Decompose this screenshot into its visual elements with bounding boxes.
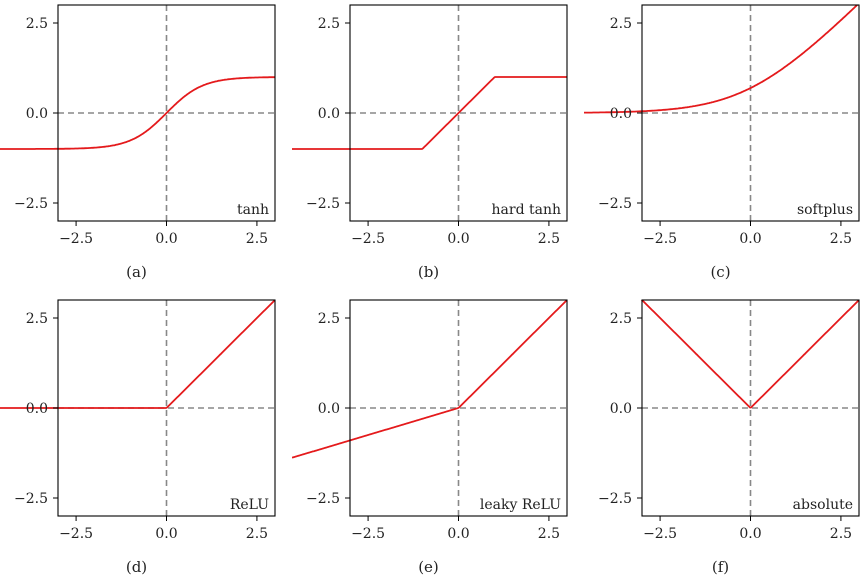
panel-caption: (c) <box>710 263 730 281</box>
function-label: leaky ReLU <box>480 497 561 513</box>
y-tick-label: −2.5 <box>598 196 632 212</box>
y-tick-label: 2.5 <box>318 311 340 327</box>
x-tick-label: 0.0 <box>447 231 469 247</box>
x-tick-label: −2.5 <box>643 526 677 542</box>
series-line <box>640 300 859 409</box>
series-line <box>584 5 859 114</box>
panel-caption: (a) <box>126 263 147 281</box>
y-tick-label: −2.5 <box>598 491 632 507</box>
panel-caption: (e) <box>418 558 439 576</box>
series-line <box>292 300 567 459</box>
y-tick-label: 0.0 <box>318 401 340 417</box>
panel-hardtanh: −2.5 0.0 2.5 2.5 0.0 −2.5 hard tanh (b) <box>292 4 568 281</box>
x-tick-label: 2.5 <box>246 526 268 542</box>
y-tick-label: 2.5 <box>26 311 48 327</box>
y-tick-label: −2.5 <box>14 491 48 507</box>
panel-tanh: −2.5 0.0 2.5 2.5 0.0 −2.5 tanh (a) <box>0 4 276 281</box>
y-tick-label: 0.0 <box>26 106 48 122</box>
series-line <box>292 76 567 150</box>
x-tick-label: 0.0 <box>155 526 177 542</box>
function-label: tanh <box>237 202 269 218</box>
x-tick-label: 2.5 <box>538 231 560 247</box>
y-tick-label: 2.5 <box>610 311 632 327</box>
x-tick-label: 2.5 <box>246 231 268 247</box>
x-tick-label: −2.5 <box>59 526 93 542</box>
x-tick-label: −2.5 <box>59 231 93 247</box>
function-label: softplus <box>797 202 853 218</box>
series-line <box>0 76 275 150</box>
panel-caption: (b) <box>418 263 439 281</box>
panel-relu: −2.5 0.0 2.5 2.5 0.0 −2.5 ReLU (d) <box>0 299 276 576</box>
y-tick-label: 0.0 <box>610 401 632 417</box>
panel-leaky: −2.5 0.0 2.5 2.5 0.0 −2.5 leaky ReLU (e) <box>292 299 568 576</box>
function-label: hard tanh <box>492 202 561 218</box>
panel-caption: (d) <box>126 558 147 576</box>
y-tick-label: −2.5 <box>14 196 48 212</box>
y-tick-label: 0.0 <box>26 401 48 417</box>
y-tick-label: 0.0 <box>318 106 340 122</box>
y-tick-label: 2.5 <box>26 16 48 32</box>
x-tick-label: −2.5 <box>351 526 385 542</box>
function-label: absolute <box>793 497 853 513</box>
x-tick-label: −2.5 <box>643 231 677 247</box>
panel-abs: −2.5 0.0 2.5 2.5 0.0 −2.5 absolute (f) <box>598 299 860 576</box>
x-tick-label: 2.5 <box>538 526 560 542</box>
panel-softplus: −2.5 0.0 2.5 2.5 0.0 −2.5 softplus (c) <box>584 4 860 281</box>
x-tick-label: 0.0 <box>447 526 469 542</box>
y-tick-label: −2.5 <box>306 491 340 507</box>
y-tick-label: 2.5 <box>610 16 632 32</box>
x-tick-label: 0.0 <box>739 231 761 247</box>
x-tick-label: 2.5 <box>830 231 852 247</box>
x-tick-label: 2.5 <box>830 526 852 542</box>
x-tick-label: 0.0 <box>155 231 177 247</box>
function-label: ReLU <box>230 497 269 513</box>
x-tick-label: −2.5 <box>351 231 385 247</box>
y-tick-label: 2.5 <box>318 16 340 32</box>
y-tick-label: 0.0 <box>610 106 632 122</box>
x-tick-label: 0.0 <box>739 526 761 542</box>
series-line <box>0 300 275 409</box>
y-tick-label: −2.5 <box>306 196 340 212</box>
panel-caption: (f) <box>712 558 729 576</box>
